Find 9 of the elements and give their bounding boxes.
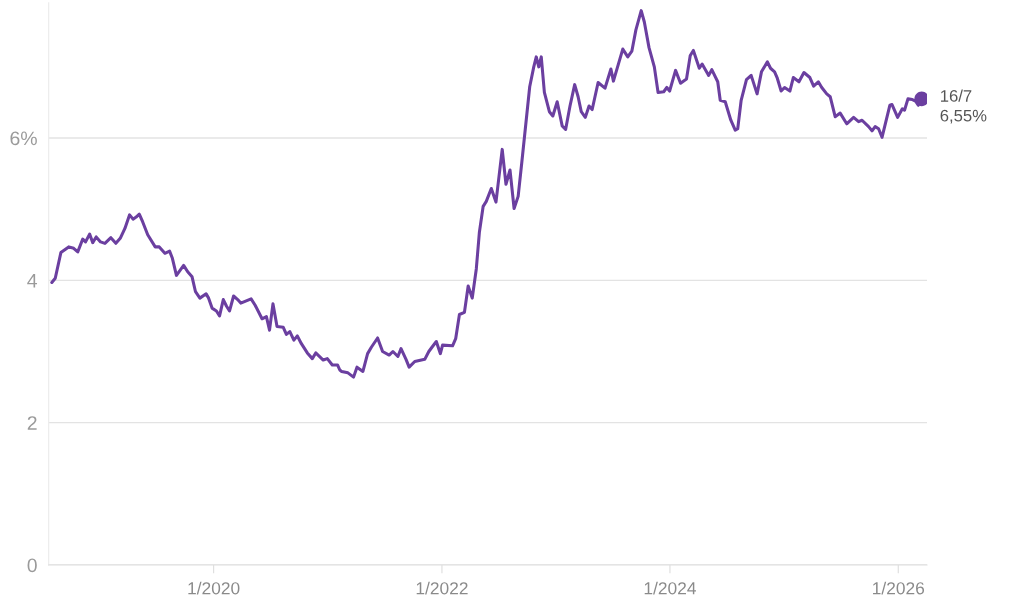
x-tick-label: 1/2024 <box>644 581 696 595</box>
x-tick-label: 1/2020 <box>188 581 240 595</box>
x-tick-label: 1/2022 <box>416 581 468 595</box>
y-tick-label: 2 <box>27 416 37 430</box>
x-tick-label: 1/2026 <box>873 581 925 595</box>
y-tick-label: 4 <box>27 274 38 288</box>
annotation: 16/7 6,55% <box>940 89 987 124</box>
y-tick-label: 6% <box>10 131 37 146</box>
y-tick-label: 0 <box>27 558 37 573</box>
